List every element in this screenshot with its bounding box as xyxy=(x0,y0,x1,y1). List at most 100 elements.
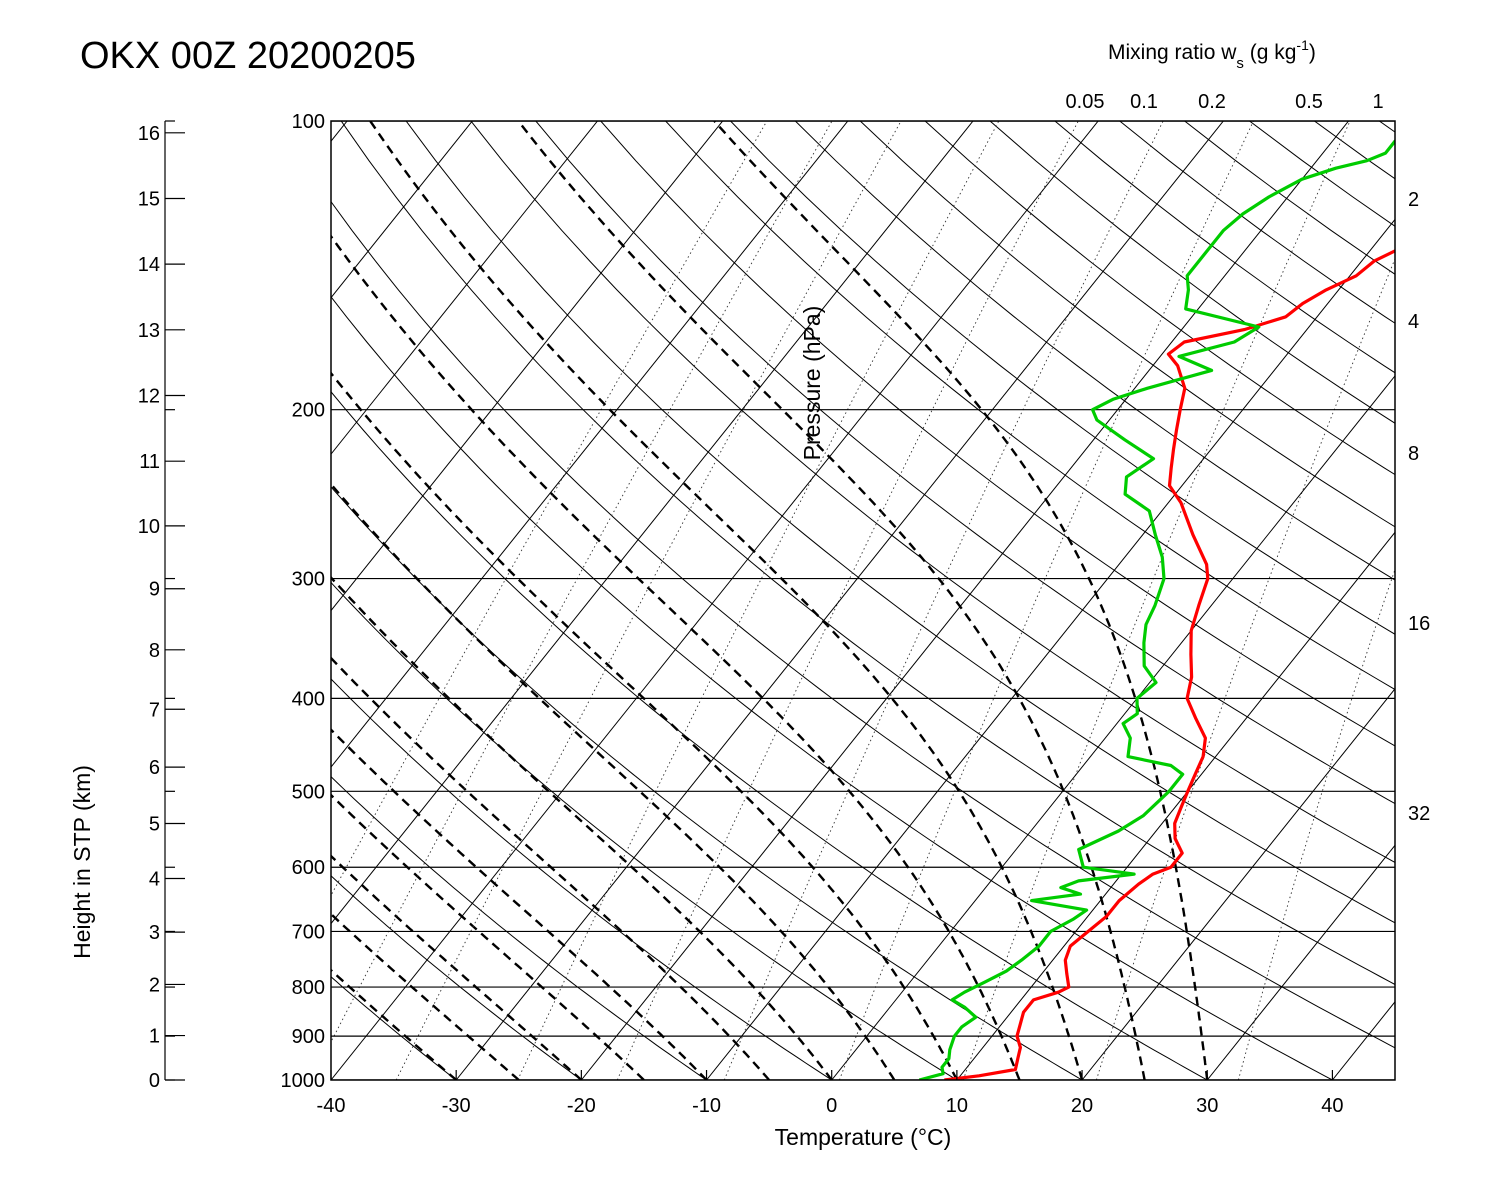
pressure-tick-label: 200 xyxy=(292,400,325,422)
mixing-ratio-side-label: 4 xyxy=(1408,311,1419,333)
dry-adiabat-line xyxy=(1444,121,1500,1080)
x-axis: -40 -30 -20 -10 0 10 20 30 40 xyxy=(317,1070,1344,1117)
isotherm-line xyxy=(1332,1000,1395,1080)
height-tick-label: 3 xyxy=(149,922,160,944)
mixing-ratio-line xyxy=(723,121,1164,1080)
moist-adiabat-line xyxy=(331,482,896,1080)
mixing-ratio-side-label: 8 xyxy=(1408,443,1419,465)
mixing-ratio-line xyxy=(1095,257,1395,1080)
isotherm-line xyxy=(331,121,473,299)
height-tick-label: 11 xyxy=(139,451,160,473)
moist-adiabat-line xyxy=(713,121,1209,1080)
sounding-profiles xyxy=(918,139,1395,1080)
x-axis-title: Temperature (°C) xyxy=(775,1124,952,1150)
height-tick-label: 15 xyxy=(138,188,160,210)
isotherm-line xyxy=(331,121,974,925)
isobars xyxy=(331,121,1395,1080)
dry-adiabat-line xyxy=(730,121,1395,635)
dry-adiabat-line xyxy=(1314,121,1395,180)
mixing-ratio-side-label: 32 xyxy=(1408,803,1430,825)
dry-adiabat-line xyxy=(1119,121,1395,324)
dry-adiabat-line xyxy=(535,121,1395,805)
dry-adiabat-line xyxy=(331,776,707,1080)
mixing-ratio-labels: 0.05 0.1 0.2 0.5 1 2 4 8 16 32 xyxy=(1066,91,1431,825)
dry-adiabat-line xyxy=(331,678,832,1080)
isotherm-line xyxy=(831,375,1395,1080)
height-tick-label: 7 xyxy=(149,699,160,721)
pressure-tick-label: 800 xyxy=(292,977,325,999)
dry-adiabat-line xyxy=(924,121,1395,476)
moist-adiabat-line xyxy=(331,728,708,1080)
pressure-axis-title: Pressure (hPa) xyxy=(799,306,825,461)
mixing-ratio-side-label: 16 xyxy=(1408,613,1430,635)
x-tick-label: 20 xyxy=(1071,1095,1093,1117)
height-tick-label: 6 xyxy=(149,757,160,779)
dry-adiabat-line xyxy=(340,121,1395,986)
moist-adiabat-line xyxy=(517,121,1146,1080)
moist-adiabat-line xyxy=(331,371,958,1080)
height-tick-label: 14 xyxy=(138,254,160,276)
dry-adiabat-line xyxy=(331,296,1333,1080)
dry-adiabat-line xyxy=(1249,121,1395,227)
isotherm-line xyxy=(1458,121,1500,1080)
dry-adiabat-line xyxy=(331,200,1395,1049)
height-axis-title: Height in STP (km) xyxy=(69,765,95,959)
pressure-tick-label: 700 xyxy=(292,921,325,943)
height-tick-label: 12 xyxy=(138,386,160,408)
mixing-ratio-line xyxy=(395,121,902,1080)
isotherm-line xyxy=(1206,844,1395,1080)
x-tick-label: 10 xyxy=(946,1095,968,1117)
dewpoint-profile xyxy=(918,139,1395,1080)
x-tick-label: 40 xyxy=(1321,1095,1343,1117)
mixing-ratio-top-label: 0.1 xyxy=(1130,91,1158,113)
isotherm-line xyxy=(1081,688,1395,1080)
mixing-ratio-side-label: 2 xyxy=(1408,189,1419,211)
mixing-ratio-lines xyxy=(331,121,1395,1080)
height-tick-label: 4 xyxy=(149,868,160,890)
isotherm-line xyxy=(455,121,1224,1080)
height-tick-label: 1 xyxy=(149,1026,160,1048)
isotherm-line xyxy=(956,531,1395,1080)
moist-adiabat-line xyxy=(331,656,771,1080)
mixing-ratio-line xyxy=(616,121,1079,1080)
x-tick-label: -10 xyxy=(692,1095,721,1117)
chart-title: OKX 00Z 20200205 xyxy=(80,35,416,77)
dry-adiabat-line xyxy=(859,121,1395,528)
x-tick-label: -30 xyxy=(442,1095,471,1117)
pressure-tick-label: 1000 xyxy=(281,1070,326,1092)
mixing-ratio-top-label: 0.5 xyxy=(1295,91,1323,113)
dry-adiabat-line xyxy=(989,121,1395,424)
skewed-isotherms xyxy=(0,121,1500,1080)
mixing-ratio-line xyxy=(517,121,1000,1080)
isotherm-line xyxy=(0,121,222,1080)
dry-adiabat-line xyxy=(1184,121,1395,275)
mixing-ratio-top-label: 0.05 xyxy=(1066,91,1105,113)
dry-adiabat-line xyxy=(331,875,582,1080)
mixing-ratio-top-label: 1 xyxy=(1372,91,1383,113)
isotherm-line xyxy=(331,121,724,612)
moist-adiabats xyxy=(331,121,1209,1080)
isotherm-line xyxy=(706,218,1395,1080)
pressure-tick-label: 400 xyxy=(292,688,325,710)
pressure-tick-label: 500 xyxy=(292,781,325,803)
height-tick-label: 2 xyxy=(149,974,160,996)
dry-adiabat-line xyxy=(1379,121,1395,133)
dry-adiabat-line xyxy=(405,121,1395,924)
moist-adiabat-line xyxy=(331,234,1021,1080)
mixing-ratio-top-label: 0.2 xyxy=(1198,91,1226,113)
mixing-ratio-axis-title: Mixing ratio ws (g kg-1) xyxy=(1108,37,1316,72)
isotherm-line xyxy=(331,121,598,455)
pressure-tick-label: 900 xyxy=(292,1026,325,1048)
dry-adiabat-line xyxy=(331,581,958,1080)
height-tick-label: 9 xyxy=(149,579,160,601)
x-tick-label: 30 xyxy=(1196,1095,1218,1117)
dry-adiabat-line xyxy=(331,391,1208,1080)
height-tick-label: 8 xyxy=(149,640,160,662)
dry-adiabat-line xyxy=(331,976,457,1080)
height-tick-label: 16 xyxy=(138,123,160,145)
dry-adiabat-line xyxy=(665,121,1395,691)
dry-adiabat-line xyxy=(600,121,1395,747)
pressure-axis: 100 200 300 400 500 600 700 800 900 1000 xyxy=(281,111,326,1092)
